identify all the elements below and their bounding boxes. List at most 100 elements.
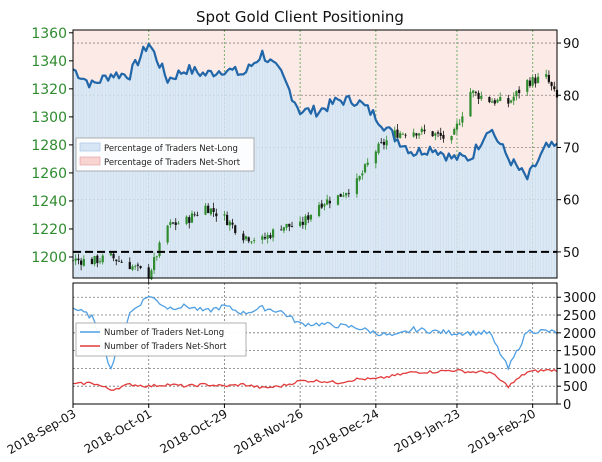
price-candle-body [399, 133, 402, 138]
bottom-axis-tick-label: 1500 [563, 345, 596, 360]
price-candle-body [431, 131, 434, 137]
price-candle-body [93, 256, 96, 265]
price-candle-body [382, 141, 386, 145]
right-axis-tick-label: 60 [563, 194, 580, 209]
price-candle-body [96, 255, 99, 264]
price-candle-body [553, 86, 556, 90]
price-candle-body [518, 89, 521, 94]
price-candle-body [231, 222, 234, 225]
price-candle-body [474, 91, 477, 93]
price-candle-body [177, 223, 180, 225]
bottom-axis-tick-label: 2000 [563, 327, 596, 342]
chart-title: Spot Gold Client Positioning [196, 8, 404, 26]
price-candle-body [320, 203, 323, 208]
price-candle-body [461, 116, 464, 123]
x-axis-tick-label: 2018-Dec-24 [307, 406, 381, 457]
x-axis-tick-label: 2019-Jan-23 [392, 406, 463, 455]
price-candle-body [344, 193, 348, 196]
price-candle-body [491, 101, 494, 103]
left-axis-tick-label: 1240 [31, 194, 67, 210]
price-candle-body [509, 100, 513, 103]
price-candle-body [166, 225, 169, 243]
price-candle-body [488, 96, 491, 103]
x-axis-tick-label: 2018-Sep-03 [5, 406, 79, 457]
right-axis-tick-label: 50 [563, 246, 580, 261]
price-candle-body [80, 260, 83, 265]
price-candle-body [196, 214, 199, 216]
price-candle-body [342, 195, 345, 197]
price-candle-body [207, 205, 210, 214]
price-candle-body [377, 143, 380, 153]
price-candle-body [171, 222, 175, 224]
price-candle-body [98, 261, 102, 263]
price-candle-body [423, 129, 426, 132]
price-candle-body [109, 253, 112, 256]
price-candle-body [115, 259, 118, 262]
price-candle-body [139, 266, 142, 269]
price-candle-body [134, 265, 137, 267]
price-candle-body [271, 229, 275, 238]
price-candle-body [309, 214, 313, 220]
price-candle-body [304, 216, 307, 226]
left-axis-tick-label: 1360 [31, 26, 67, 42]
price-candle-body [136, 264, 139, 266]
price-candle-body [412, 132, 415, 137]
price-candle-body [90, 258, 94, 265]
price-candle-body [477, 92, 480, 99]
bottom-axis-tick-label: 500 [563, 380, 588, 395]
right-axis-tick-label: 90 [563, 37, 580, 52]
price-candle-body [328, 200, 331, 204]
price-candle-body [82, 259, 85, 266]
price-candle-body [496, 99, 499, 103]
left-axis-tick-label: 1300 [31, 110, 67, 126]
price-candle-body [326, 199, 329, 205]
price-candle-body [185, 216, 188, 224]
price-candle-body [228, 221, 231, 226]
left-axis-tick-label: 1200 [31, 250, 67, 266]
price-candle-body [244, 236, 248, 240]
price-candle-body [301, 221, 304, 225]
price-candle-body [120, 261, 123, 263]
price-candle-body [493, 100, 496, 104]
price-candle-body [507, 98, 510, 104]
price-candle-body [385, 140, 388, 146]
left-axis-tick-label: 1260 [31, 166, 67, 182]
price-candle-body [355, 178, 359, 194]
price-candle-body [415, 133, 418, 136]
price-candle-body [534, 77, 537, 84]
left-axis-tick-label: 1340 [31, 54, 67, 70]
price-candle-body [204, 205, 207, 215]
legend-swatch-net-short [79, 156, 101, 166]
price-candle-body [458, 123, 461, 125]
price-candle-body [174, 222, 177, 225]
right-axis-tick-label: 80 [563, 89, 580, 104]
price-candle-body [266, 235, 269, 239]
price-candle-body [323, 204, 326, 207]
price-candle-body [393, 130, 396, 140]
top-plot-frame [72, 29, 558, 279]
price-candle-body [299, 221, 302, 227]
price-candle-body [269, 235, 272, 239]
price-candle-body [193, 214, 196, 216]
x-axis-tick-label: 2019-Feb-20 [466, 406, 539, 456]
price-candle-body [480, 95, 483, 99]
price-candle-body [361, 173, 364, 176]
x-axis-tick-label: 2018-Oct-01 [82, 406, 154, 456]
price-candle-body [212, 208, 215, 213]
price-candle-body [253, 240, 256, 242]
price-candle-body [418, 133, 421, 136]
price-candle-body [366, 162, 369, 165]
price-candle-body [317, 204, 321, 217]
price-candle-body [250, 241, 253, 243]
x-axis-tick-label: 2018-Oct-29 [157, 406, 229, 456]
price-candle-body [280, 229, 283, 231]
price-candle-body [247, 237, 250, 242]
price-candle-body [380, 142, 383, 144]
price-candle-body [285, 223, 288, 228]
left-axis-tick-label: 1320 [31, 82, 67, 98]
legend-label-net-short: Percentage of Traders Net-Short [104, 158, 241, 168]
right-axis-tick-label: 70 [563, 141, 580, 156]
bottom-legend-box [75, 322, 247, 357]
price-candle-body [336, 195, 340, 205]
price-candle-body [450, 135, 453, 141]
